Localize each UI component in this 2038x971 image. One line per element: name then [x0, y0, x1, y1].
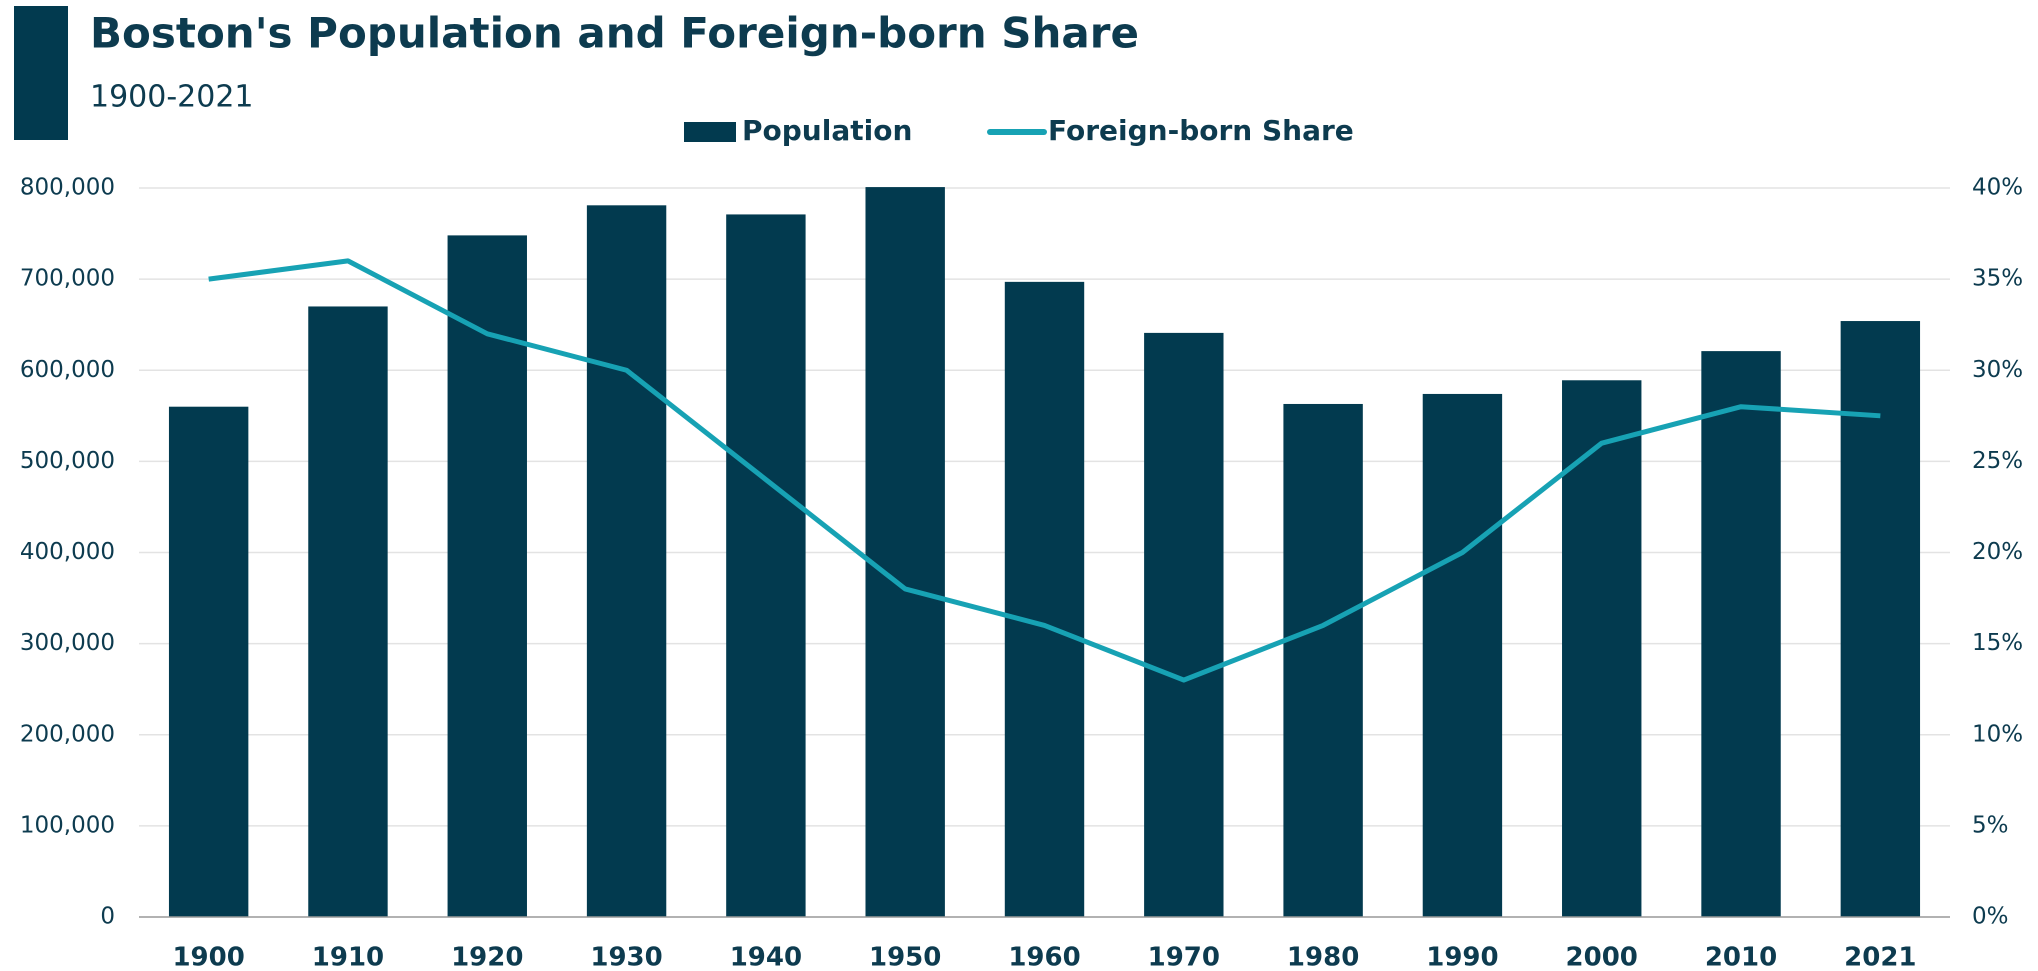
x-tick-label: 2000	[1566, 943, 1638, 971]
chart-subtitle: 1900-2021	[90, 80, 254, 115]
bar	[726, 214, 806, 917]
y2-tick-label: 10%	[1972, 721, 2023, 747]
y-tick-label: 0	[100, 904, 115, 930]
x-tick-label: 2010	[1705, 943, 1777, 971]
legend-label: Population	[742, 114, 912, 147]
y2-tick-label: 0%	[1972, 904, 2009, 930]
bar	[1144, 332, 1224, 917]
bar	[1422, 393, 1503, 917]
x-tick-label: 2021	[1844, 943, 1916, 971]
x-tick-label: 1940	[730, 943, 802, 971]
x-tick-label: 1950	[869, 943, 941, 971]
y2-tick-label: 15%	[1972, 630, 2023, 656]
title-accent	[14, 6, 68, 140]
x-tick-label: 1920	[451, 943, 523, 971]
x-tick-label: 1930	[590, 943, 662, 971]
y-tick-label: 100,000	[20, 812, 115, 838]
x-tick-label: 1970	[1148, 943, 1220, 971]
bar	[1562, 380, 1642, 917]
y2-tick-label: 20%	[1972, 539, 2023, 565]
y2-tick-label: 30%	[1972, 357, 2023, 383]
y-tick-label: 500,000	[20, 448, 115, 474]
y-tick-label: 700,000	[20, 266, 115, 292]
x-tick-label: 1980	[1287, 943, 1359, 971]
bar	[1283, 403, 1363, 917]
bar	[586, 205, 667, 918]
y-tick-label: 300,000	[20, 630, 115, 656]
bar	[308, 306, 388, 917]
bar	[168, 406, 249, 917]
y2-tick-label: 40%	[1972, 175, 2023, 201]
x-tick-label: 1910	[312, 943, 384, 971]
y2-tick-label: 25%	[1972, 448, 2023, 474]
x-tick-label: 1960	[1008, 943, 1080, 971]
legend-swatch	[684, 122, 736, 142]
bar	[1701, 351, 1781, 917]
y-tick-label: 800,000	[20, 175, 115, 201]
y-tick-label: 600,000	[20, 357, 115, 383]
bar	[1004, 281, 1085, 917]
x-tick-label: 1900	[172, 943, 244, 971]
legend-label: Foreign-born Share	[1048, 114, 1354, 147]
y-tick-label: 200,000	[20, 721, 115, 747]
bar	[865, 187, 945, 917]
line	[208, 258, 1881, 683]
x-tick-label: 1990	[1426, 943, 1498, 971]
bar	[1840, 321, 1921, 918]
chart-title: Boston's Population and Foreign-born Sha…	[90, 9, 1139, 58]
y2-tick-label: 5%	[1972, 812, 2009, 838]
y2-tick-label: 35%	[1972, 266, 2023, 292]
bar	[447, 235, 527, 917]
y-tick-label: 400,000	[20, 539, 115, 565]
